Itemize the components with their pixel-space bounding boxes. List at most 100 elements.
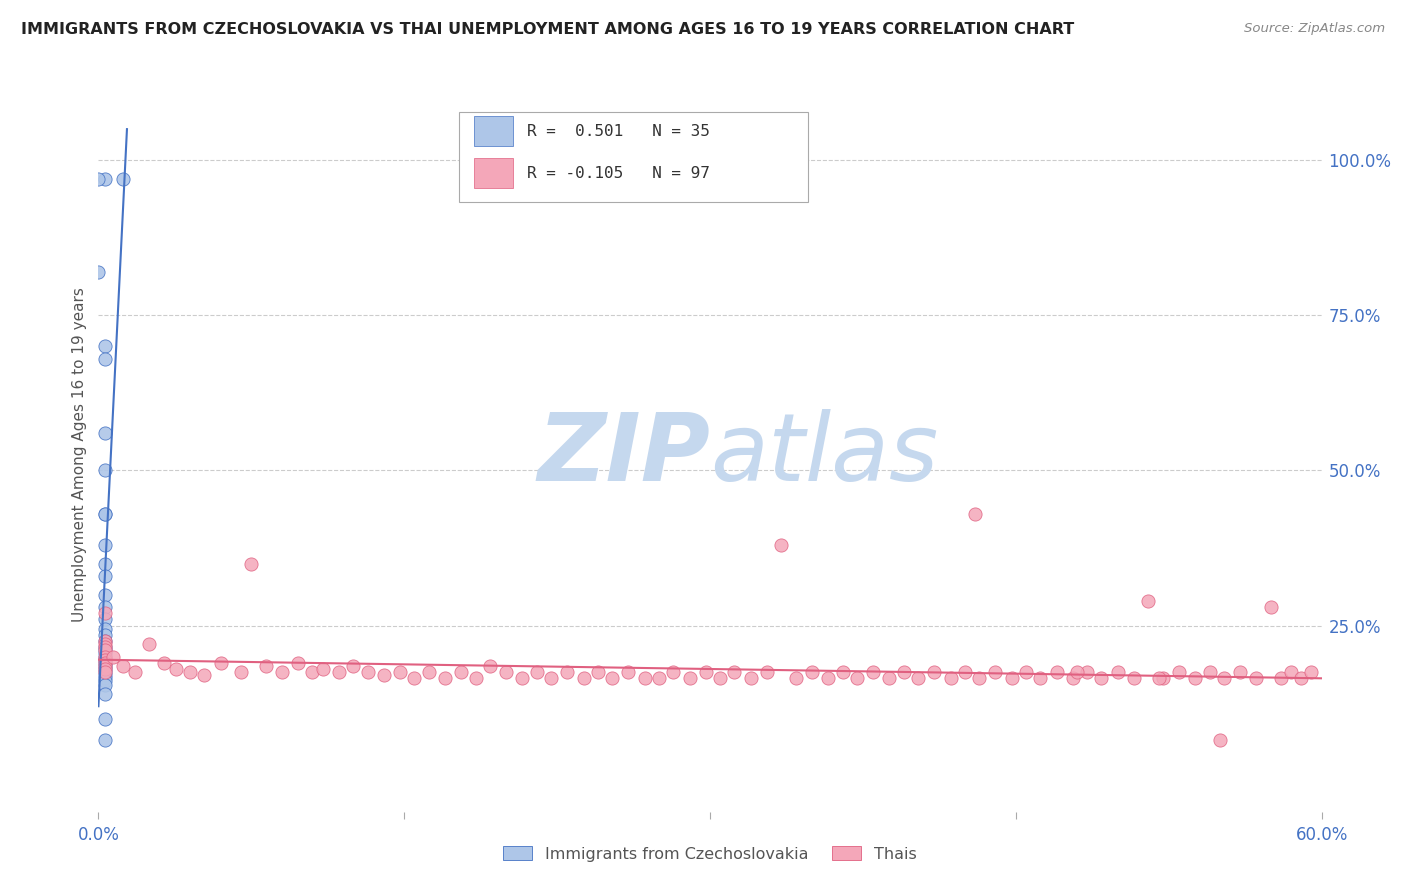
Point bbox=[953, 665, 976, 679]
Point bbox=[662, 665, 685, 679]
Point bbox=[418, 665, 440, 679]
Point bbox=[93, 634, 115, 648]
Point bbox=[312, 662, 335, 676]
Point bbox=[1147, 671, 1170, 685]
FancyBboxPatch shape bbox=[460, 112, 808, 202]
Point bbox=[93, 351, 115, 366]
Point bbox=[138, 637, 160, 651]
Point bbox=[93, 643, 115, 657]
Point bbox=[1015, 665, 1038, 679]
Point bbox=[512, 671, 534, 685]
Point bbox=[464, 671, 486, 685]
Point bbox=[389, 665, 412, 679]
Point bbox=[922, 665, 945, 679]
Point bbox=[287, 656, 309, 670]
Point bbox=[93, 649, 115, 664]
Point bbox=[967, 671, 990, 685]
Point bbox=[87, 171, 110, 186]
Point bbox=[93, 507, 115, 521]
Point bbox=[450, 665, 472, 679]
Point bbox=[817, 671, 839, 685]
Point bbox=[1209, 733, 1232, 747]
Point bbox=[1212, 671, 1234, 685]
Point bbox=[373, 668, 395, 682]
Point bbox=[93, 634, 115, 648]
Point bbox=[862, 665, 884, 679]
Point bbox=[831, 665, 853, 679]
Point bbox=[179, 665, 201, 679]
Point bbox=[648, 671, 671, 685]
Point bbox=[1167, 665, 1189, 679]
Point bbox=[434, 671, 457, 685]
Point bbox=[1062, 671, 1084, 685]
Point bbox=[93, 674, 115, 689]
Point bbox=[93, 426, 115, 441]
Point bbox=[939, 671, 962, 685]
Point bbox=[93, 687, 115, 701]
Point bbox=[93, 665, 115, 679]
Text: R = -0.105   N = 97: R = -0.105 N = 97 bbox=[526, 166, 710, 181]
Point bbox=[93, 640, 115, 655]
Point bbox=[93, 656, 115, 670]
Point bbox=[356, 665, 378, 679]
Point bbox=[93, 653, 115, 667]
Point bbox=[695, 665, 717, 679]
Point bbox=[93, 665, 115, 679]
Point bbox=[1137, 593, 1160, 607]
Point bbox=[93, 569, 115, 583]
Point bbox=[1076, 665, 1098, 679]
Point bbox=[600, 671, 623, 685]
Point bbox=[93, 662, 115, 676]
Point bbox=[404, 671, 426, 685]
Point bbox=[1123, 671, 1146, 685]
Point bbox=[572, 671, 595, 685]
Point bbox=[93, 647, 115, 661]
Point bbox=[93, 659, 115, 673]
Point bbox=[785, 671, 807, 685]
Point bbox=[93, 640, 115, 655]
Point bbox=[756, 665, 779, 679]
Point bbox=[1229, 665, 1251, 679]
Text: R =  0.501   N = 35: R = 0.501 N = 35 bbox=[526, 124, 710, 139]
Point bbox=[93, 649, 115, 664]
Point bbox=[93, 659, 115, 673]
Point bbox=[93, 712, 115, 726]
Point bbox=[1045, 665, 1069, 679]
Point bbox=[93, 653, 115, 667]
Point bbox=[152, 656, 174, 670]
Point bbox=[301, 665, 323, 679]
Point bbox=[93, 671, 115, 685]
Point bbox=[93, 557, 115, 571]
Point bbox=[124, 665, 146, 679]
Point bbox=[165, 662, 187, 676]
Y-axis label: Unemployment Among Ages 16 to 19 years: Unemployment Among Ages 16 to 19 years bbox=[72, 287, 87, 623]
Point bbox=[1246, 671, 1268, 685]
Point bbox=[634, 671, 657, 685]
Point bbox=[478, 659, 501, 673]
Point bbox=[1090, 671, 1112, 685]
Point bbox=[240, 557, 263, 571]
Point bbox=[111, 659, 134, 673]
Point bbox=[93, 599, 115, 614]
Point bbox=[111, 171, 134, 186]
Point bbox=[1107, 665, 1129, 679]
Point bbox=[93, 643, 115, 657]
Point bbox=[679, 671, 702, 685]
Point bbox=[586, 665, 609, 679]
Point bbox=[1291, 671, 1313, 685]
Point bbox=[87, 265, 110, 279]
Text: IMMIGRANTS FROM CZECHOSLOVAKIA VS THAI UNEMPLOYMENT AMONG AGES 16 TO 19 YEARS CO: IMMIGRANTS FROM CZECHOSLOVAKIA VS THAI U… bbox=[21, 22, 1074, 37]
Point bbox=[1198, 665, 1220, 679]
Point bbox=[709, 671, 731, 685]
Point bbox=[770, 538, 793, 552]
Point bbox=[907, 671, 929, 685]
Point bbox=[879, 671, 901, 685]
FancyBboxPatch shape bbox=[474, 158, 513, 188]
Point bbox=[254, 659, 277, 673]
Point bbox=[93, 733, 115, 747]
FancyBboxPatch shape bbox=[474, 116, 513, 146]
Point bbox=[93, 656, 115, 670]
Point bbox=[93, 538, 115, 552]
Point bbox=[231, 665, 253, 679]
Text: atlas: atlas bbox=[710, 409, 938, 500]
